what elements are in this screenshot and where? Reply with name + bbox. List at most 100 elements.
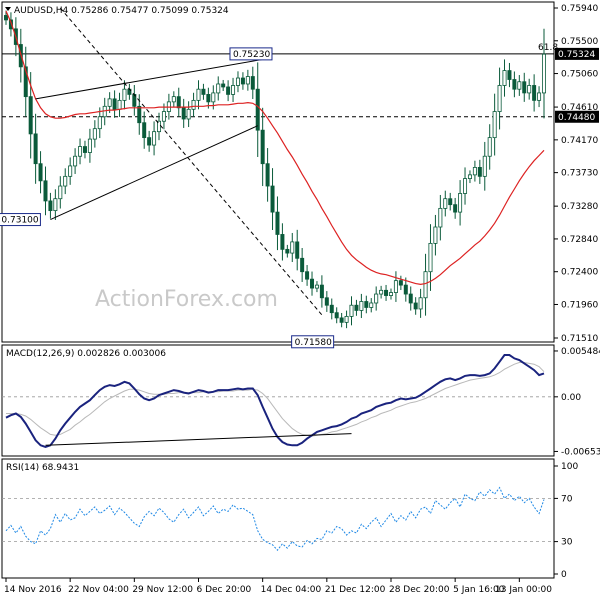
candle-body <box>542 53 547 94</box>
candle-body <box>305 271 310 280</box>
x-tick-label: 29 Nov 12:00 <box>132 585 193 595</box>
price-y-tick-label: 0.72840 <box>561 235 598 245</box>
candle-body <box>339 317 344 323</box>
candle-body <box>196 88 201 101</box>
candle-body <box>250 76 255 90</box>
candle-body <box>472 167 477 176</box>
rsi-layer <box>2 486 554 551</box>
candle-body <box>147 137 152 146</box>
price-y-tick-label: 0.71510 <box>561 334 598 344</box>
candle-body <box>369 302 374 308</box>
header-symbol: AUDUSD,H4 0.75286 0.75477 0.75099 0.7532… <box>14 6 229 16</box>
candle-body <box>477 167 482 177</box>
price-y-tick-label: 0.74170 <box>561 136 598 146</box>
annotation-box <box>291 335 335 349</box>
candle-body <box>423 271 428 299</box>
candle-body <box>181 107 186 120</box>
price-y-tick-label: 0.72400 <box>561 268 598 278</box>
candle-body <box>48 200 53 212</box>
price-y-tick-label: 0.75500 <box>561 37 598 47</box>
candle-body <box>255 88 260 131</box>
candle-body <box>290 241 295 254</box>
candle-body <box>443 198 448 209</box>
candle-body <box>295 241 300 259</box>
candle-body <box>418 297 423 310</box>
price-y-tick-label: 0.75060 <box>561 70 598 80</box>
support-price-label: 0.74480 <box>558 113 595 123</box>
candle-body <box>63 175 68 187</box>
candle-body <box>97 116 102 130</box>
candle-body <box>122 88 127 101</box>
annotation-box <box>229 47 273 61</box>
candle-body <box>482 155 487 177</box>
candle-body <box>260 129 265 165</box>
candle-body <box>280 234 285 250</box>
candle-body <box>354 304 359 311</box>
candle-body <box>33 133 38 165</box>
candle-body <box>112 98 117 110</box>
candle-body <box>43 180 48 202</box>
candle-body <box>171 96 176 103</box>
macd-y-tick-label: 0.00 <box>561 393 581 403</box>
candle-body <box>117 99 122 110</box>
candle-body <box>68 165 73 177</box>
candle-body <box>379 289 384 295</box>
annotation-label: 0.75230 <box>233 50 270 60</box>
watermark: ActionForex.com <box>95 287 278 312</box>
candle-body <box>413 302 418 310</box>
candle-body <box>8 19 13 30</box>
open-value: 0.75286 <box>71 6 108 16</box>
candle-body <box>334 312 339 319</box>
x-tick-label: 28 Dec 20:00 <box>389 585 450 595</box>
x-tick-label: 13 Jan 00:00 <box>495 585 552 595</box>
candle-body <box>38 163 43 182</box>
price-layer: 0.73100 0.75230 0.71580 61.8 <box>0 7 558 349</box>
collapse-triangle-icon[interactable] <box>5 7 11 11</box>
axes-layer: 0.75940 0.75500 0.75060 0.74610 0.74170 0.737… <box>4 4 600 595</box>
candle-body <box>492 111 497 139</box>
price-y-tick-label: 0.74610 <box>561 103 598 113</box>
support-price-box <box>555 110 599 123</box>
candle-body <box>87 138 92 153</box>
candle-body <box>92 128 97 140</box>
candle-body <box>245 76 250 85</box>
symbol-label: AUDUSD,H4 <box>14 6 69 16</box>
macd-y-tick-label: 0.005484 <box>561 347 600 357</box>
candle-body <box>403 284 408 295</box>
candle-body <box>310 278 315 289</box>
candle-body <box>463 178 468 194</box>
annotation-box <box>0 213 41 227</box>
macd-signal-line <box>6 362 545 437</box>
candle-body <box>231 85 236 95</box>
rsi-y-tick-label: 30 <box>561 538 573 548</box>
triangle-lower-trendline <box>50 125 258 221</box>
candle-body <box>497 85 502 112</box>
price-panel <box>1 1 555 343</box>
candle-body <box>388 292 393 296</box>
current-price-label: 0.75324 <box>558 50 595 60</box>
candle-body <box>532 85 537 101</box>
candle-body <box>211 92 216 103</box>
macd-divergence-trendline <box>45 433 352 446</box>
candle-body <box>176 96 181 109</box>
candle-body <box>329 304 334 314</box>
price-y-tick-label: 0.71960 <box>561 300 598 310</box>
candle-body <box>408 293 413 304</box>
candle-body <box>512 79 517 90</box>
candle-body <box>53 198 58 212</box>
x-tick-label: 5 Jan 16:00 <box>453 585 505 595</box>
candle-body <box>384 289 389 296</box>
annotation-label: 0.73100 <box>1 216 38 226</box>
candle-body <box>201 88 206 95</box>
candle-body <box>487 137 492 157</box>
candle-body <box>78 146 83 157</box>
candle-body <box>522 81 527 94</box>
price-y-tick-label: 0.75940 <box>561 4 598 14</box>
candle-body <box>507 70 512 80</box>
candle-body <box>58 185 63 200</box>
x-tick-label: 14 Dec 04:00 <box>261 585 322 595</box>
price-y-tick-label: 0.73730 <box>561 169 598 179</box>
high-value: 0.75477 <box>111 6 148 16</box>
candle-body <box>285 248 290 254</box>
